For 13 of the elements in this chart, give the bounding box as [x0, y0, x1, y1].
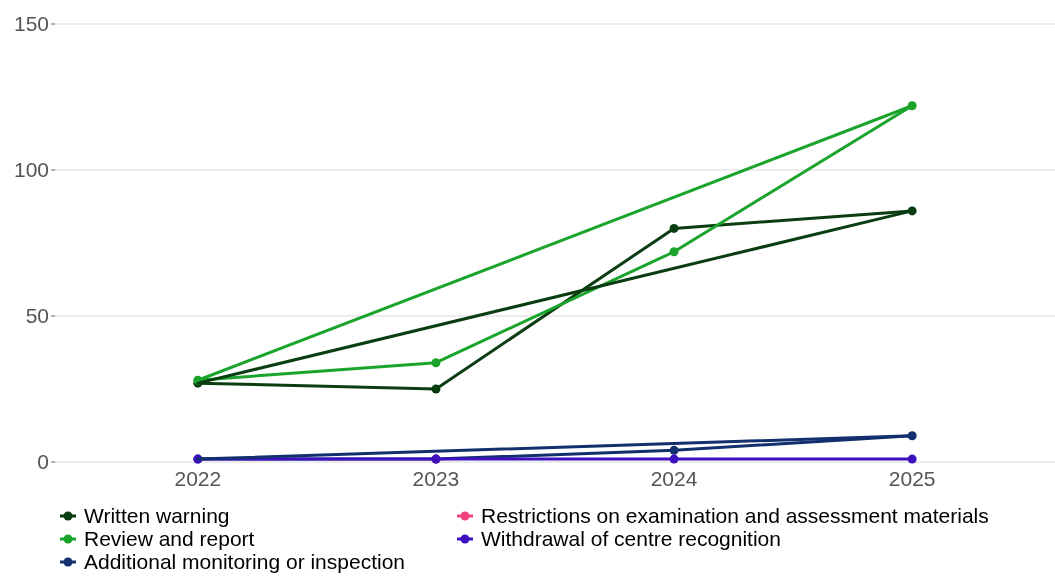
legend-label: Withdrawal of centre recognition: [481, 527, 781, 551]
y-tick-label: 100: [13, 158, 49, 182]
legend-label: Restrictions on examination and assessment materials: [481, 504, 989, 528]
legend-label: Written warning: [84, 504, 230, 528]
x-tick-label: 2023: [412, 467, 460, 490]
x-tick-label: 2022: [174, 467, 222, 490]
x-tick-label: 2024: [650, 467, 698, 490]
y-tick-label: 0: [37, 450, 49, 474]
legend-label: Additional monitoring or inspection: [84, 550, 406, 574]
y-tick-label: 50: [25, 304, 49, 328]
x-tick-label: 2025: [888, 467, 936, 490]
y-tick-label: 150: [13, 12, 49, 36]
legend-label: Review and report: [84, 527, 255, 551]
